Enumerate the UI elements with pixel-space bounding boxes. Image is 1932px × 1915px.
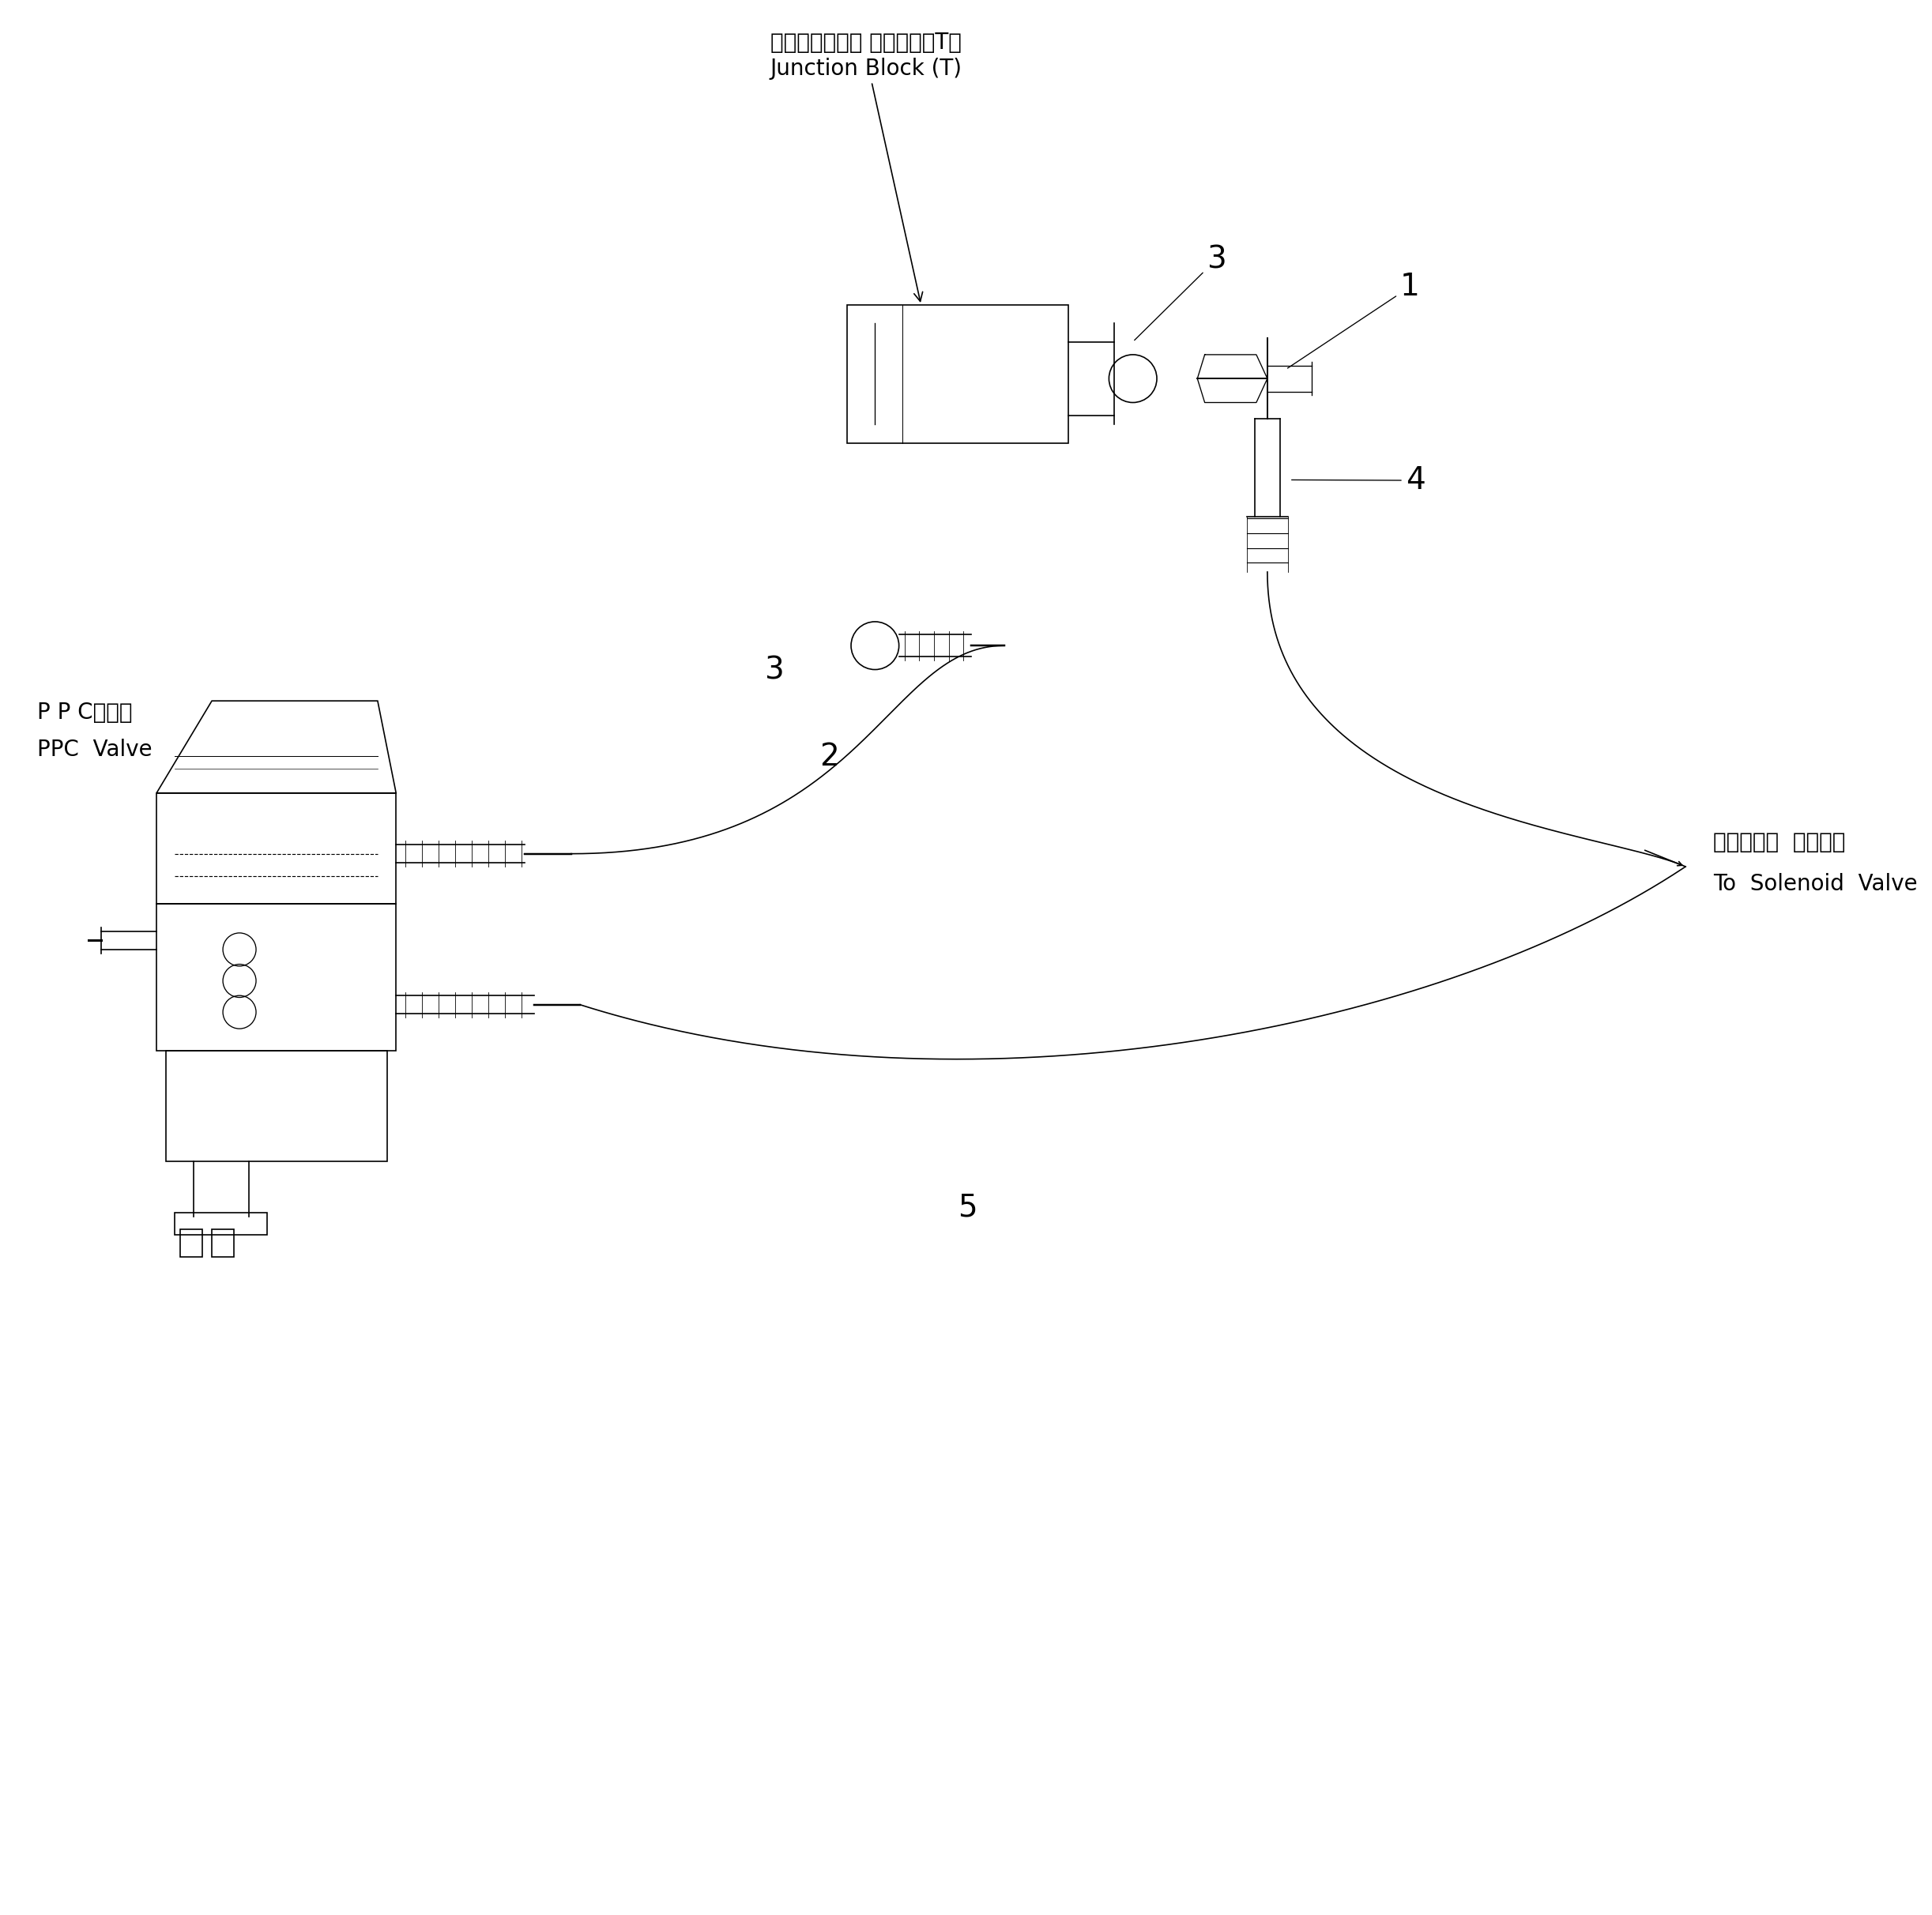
Text: P P Cバルブ: P P Cバルブ bbox=[37, 703, 131, 724]
Bar bbox=[176, 1212, 267, 1235]
Text: ソレノイド  バルブへ: ソレノイド バルブへ bbox=[1714, 831, 1845, 852]
Bar bbox=[156, 904, 396, 1051]
Bar bbox=[156, 793, 396, 904]
Bar bbox=[213, 1229, 234, 1256]
Text: ジャンクション ブロック（T）
Junction Block (T): ジャンクション ブロック（T） Junction Block (T) bbox=[769, 33, 962, 301]
Text: 3: 3 bbox=[763, 655, 784, 686]
Text: 1: 1 bbox=[1287, 272, 1420, 368]
Bar bbox=[180, 1229, 203, 1256]
Text: 5: 5 bbox=[958, 1193, 978, 1224]
Bar bbox=[848, 304, 1068, 442]
Text: 4: 4 bbox=[1293, 465, 1426, 496]
Text: PPC  Valve: PPC Valve bbox=[37, 739, 153, 760]
Text: 3: 3 bbox=[1134, 245, 1227, 341]
Text: 2: 2 bbox=[819, 741, 838, 772]
Bar bbox=[166, 1051, 386, 1160]
Text: To  Solenoid  Valve: To Solenoid Valve bbox=[1714, 873, 1918, 896]
